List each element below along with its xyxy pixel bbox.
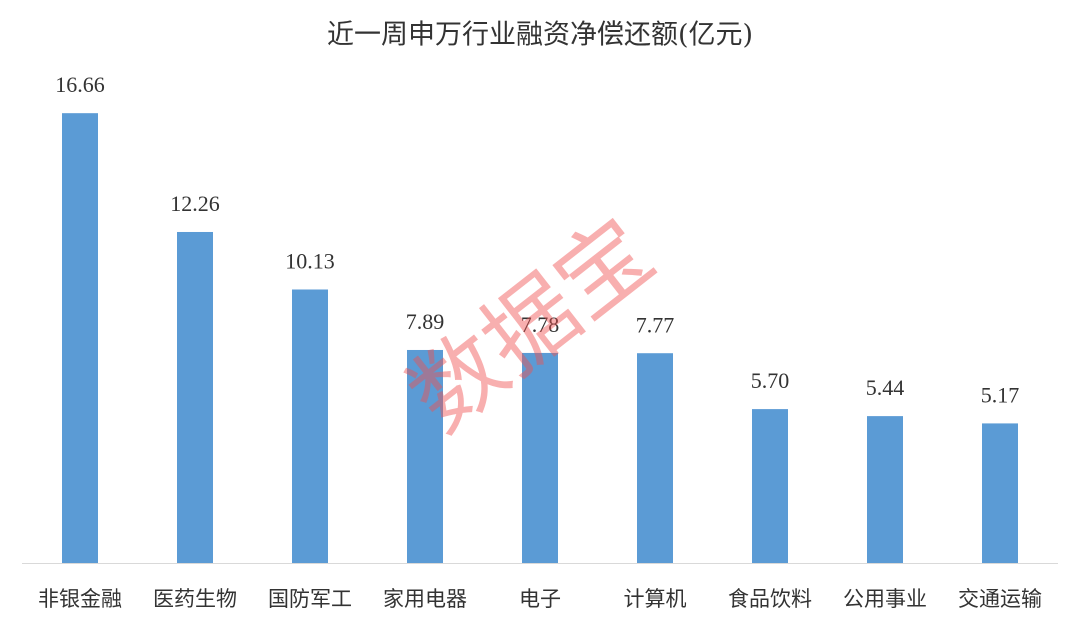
x-tick-label: 交通运输 [958,587,1042,611]
bar [62,113,98,564]
data-label: 7.78 [521,312,560,337]
x-tick-label: 电子 [519,587,561,611]
x-tick-label: 计算机 [624,587,687,611]
chart-title: 近一周申万行业融资净偿还额(亿元) [327,20,753,51]
data-label: 12.26 [170,191,220,216]
bar [177,231,213,564]
x-tick-label: 家用电器 [383,587,467,611]
x-tick-label: 非银金融 [38,587,122,611]
data-label: 5.70 [751,368,790,393]
data-label: 16.66 [55,72,105,97]
bar [867,416,903,563]
bar [982,423,1018,563]
bar [752,409,788,563]
x-tick-label: 食品饮料 [728,587,812,611]
bar [637,353,673,563]
data-label: 7.89 [406,309,445,334]
x-tick-label: 医药生物 [153,587,237,611]
data-label: 7.77 [636,312,675,337]
bar [522,352,558,563]
bar [407,349,443,563]
bar [292,289,328,563]
data-label: 5.17 [981,382,1020,407]
data-label: 5.44 [866,375,905,400]
x-tick-label: 国防军工 [268,587,352,611]
data-label: 10.13 [285,249,335,274]
x-tick-label: 公用事业 [843,587,927,611]
